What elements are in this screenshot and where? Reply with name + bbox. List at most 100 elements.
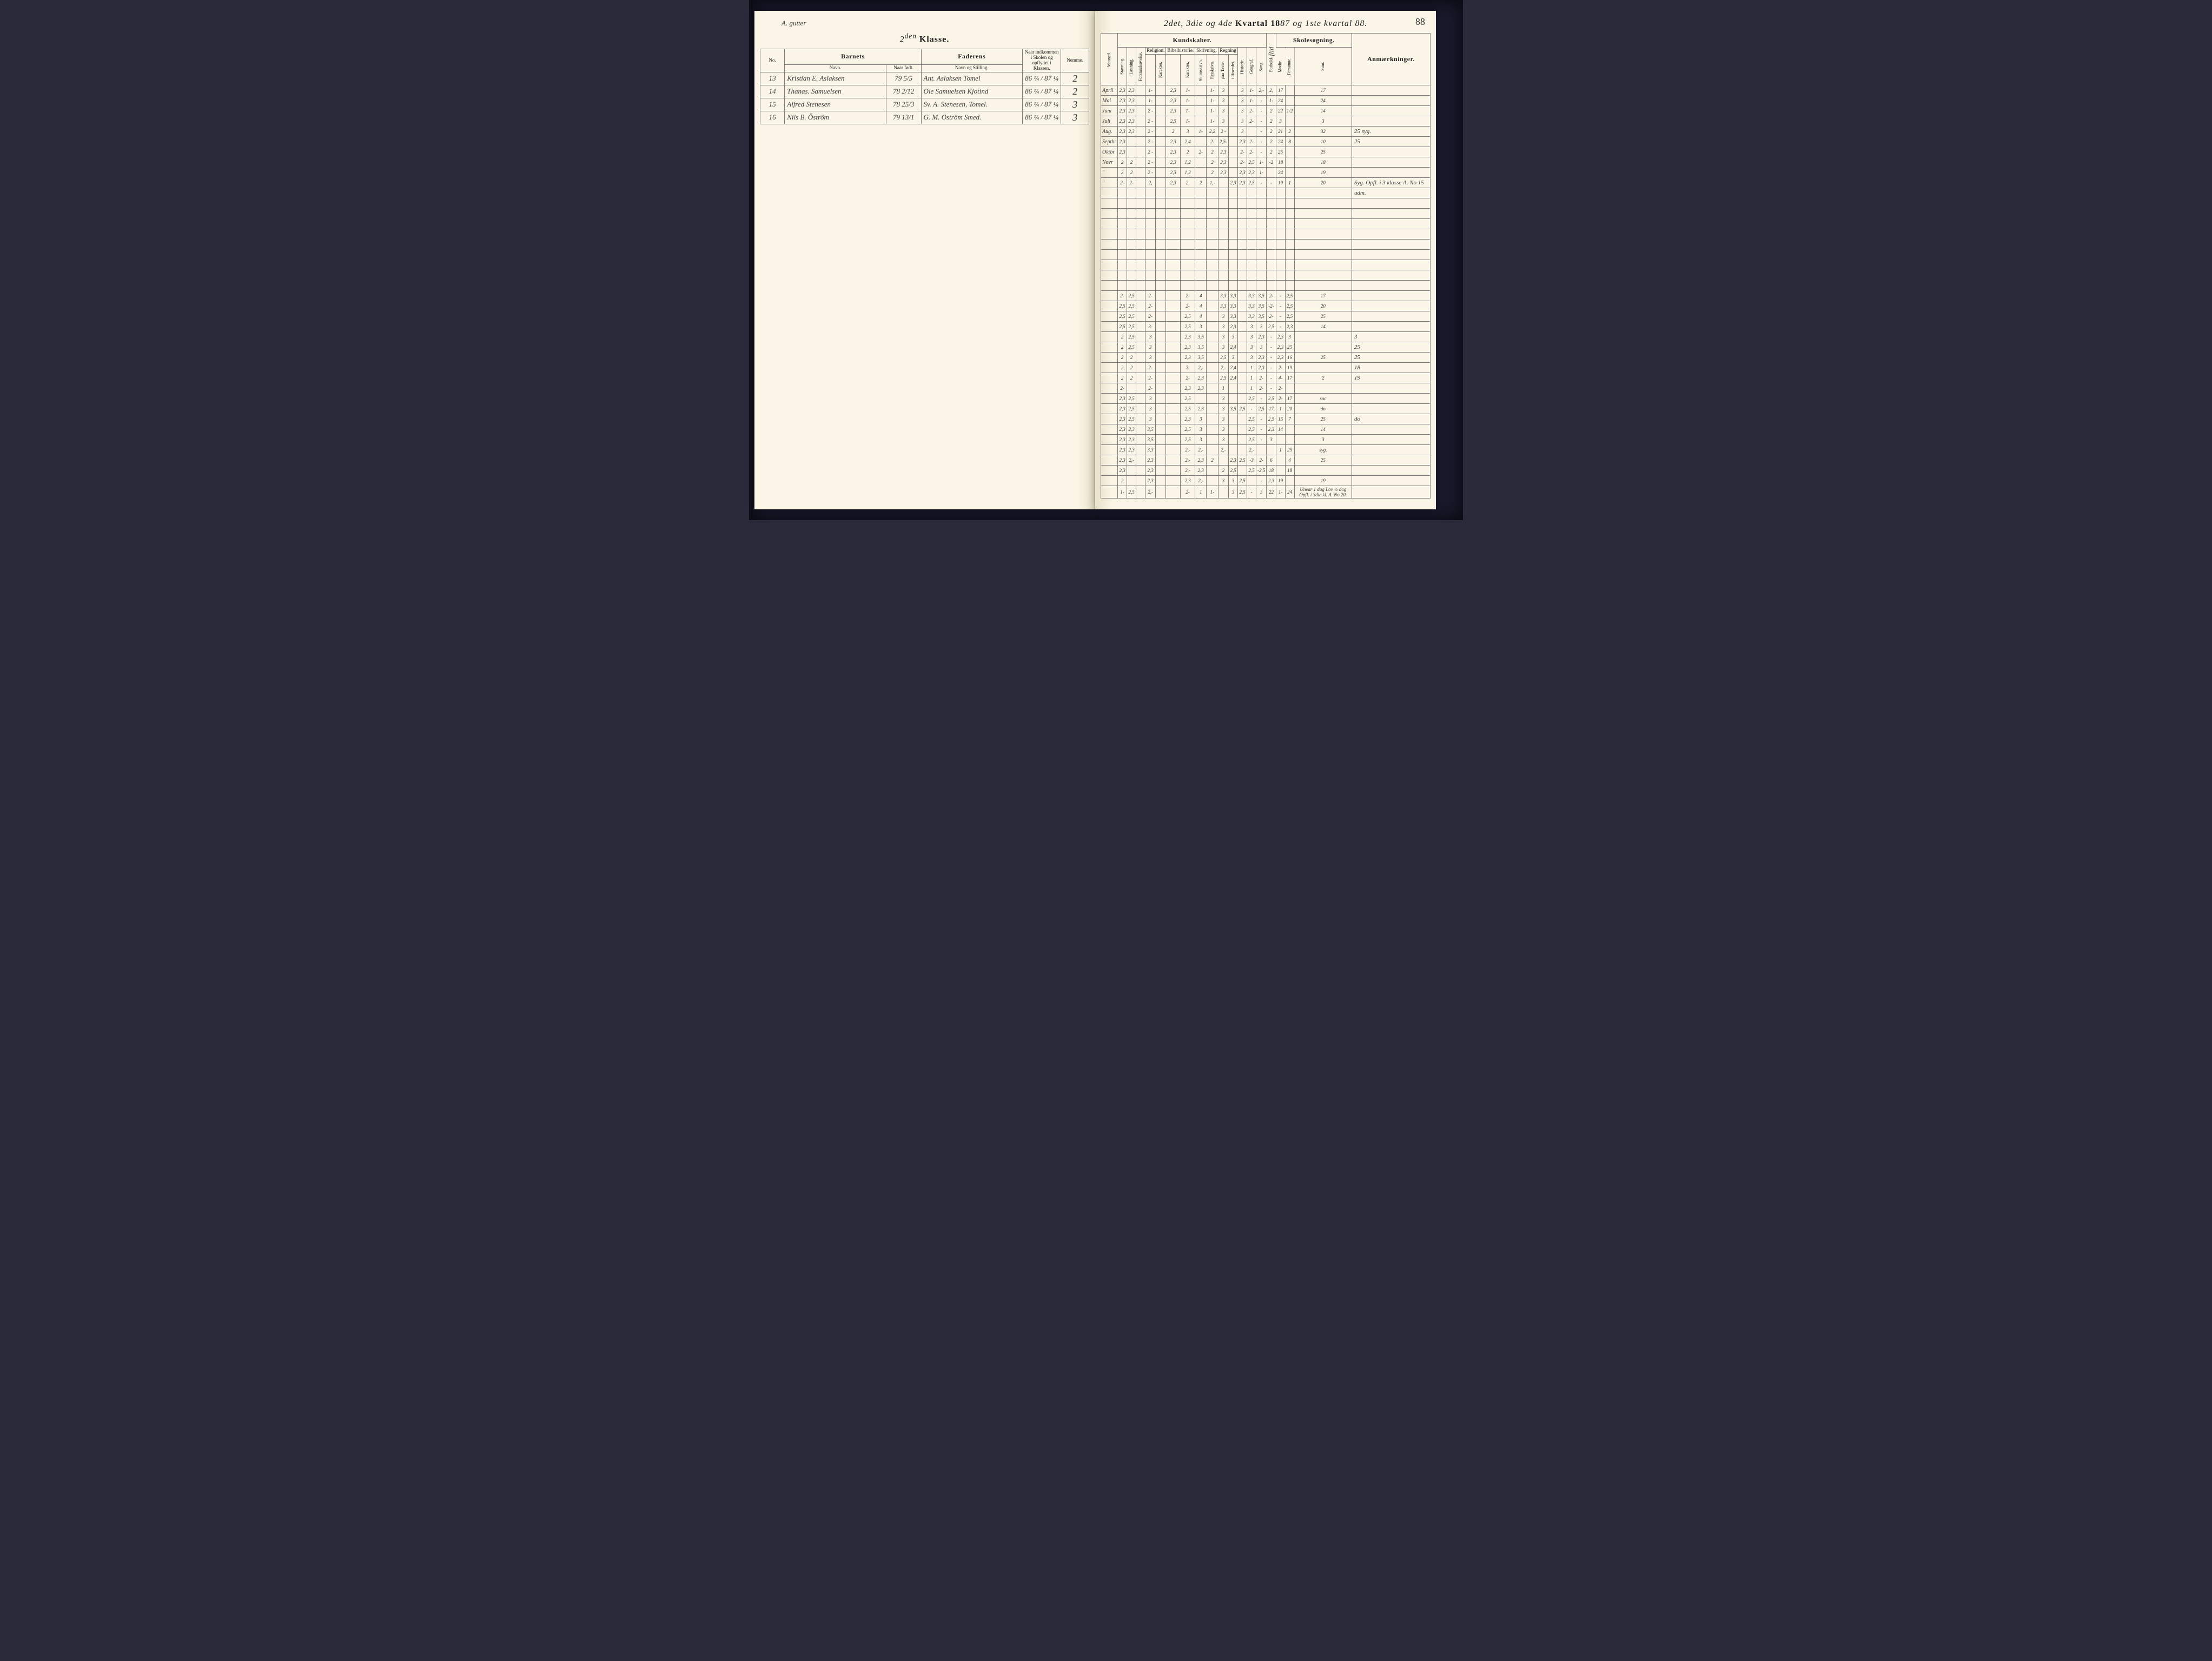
col-skjon: Skjønskrivn. — [1195, 55, 1207, 85]
grade-cell — [1207, 291, 1218, 301]
grade-cell: 2,3 — [1195, 466, 1207, 476]
remark-cell: 18 — [1352, 363, 1430, 373]
col-no: No. — [760, 49, 785, 72]
grade-cell: 2,3 — [1166, 96, 1181, 106]
grade-cell: 24 — [1276, 137, 1285, 147]
grade-cell — [1118, 281, 1127, 291]
grade-cell — [1267, 270, 1276, 281]
grade-cell: -2,5 — [1256, 466, 1267, 476]
grade-cell: 2,5 — [1127, 486, 1136, 499]
grade-cell: 2,3 — [1238, 168, 1247, 178]
month-cell: " — [1101, 168, 1118, 178]
grade-cell: 2,5 — [1238, 455, 1247, 466]
grade-cell: 2,5 — [1247, 157, 1256, 168]
grade-cell — [1267, 209, 1276, 219]
grade-cell: - — [1267, 363, 1276, 373]
grade-row — [1101, 198, 1430, 209]
month-cell — [1101, 209, 1118, 219]
col-forsomte: Forsømte. — [1285, 48, 1294, 85]
grade-cell — [1267, 168, 1276, 178]
grade-cell — [1136, 466, 1145, 476]
grade-row: "2-2-2,2,32,21,-2,32,32,5--19120Syg. Opf… — [1101, 178, 1430, 188]
month-cell — [1101, 404, 1118, 414]
month-cell — [1101, 394, 1118, 404]
grade-cell — [1156, 301, 1166, 311]
grade-cell: 2,3 — [1166, 157, 1181, 168]
father-name: Ole Samuelsen Kjotind — [921, 85, 1023, 98]
grade-cell — [1156, 404, 1166, 414]
grade-cell — [1238, 363, 1247, 373]
grade-cell — [1145, 250, 1156, 260]
grade-cell: 3,5 — [1145, 424, 1156, 435]
grade-cell — [1136, 270, 1145, 281]
grade-cell — [1156, 250, 1166, 260]
grade-row: Juli2,32,32 -2,51-1-332--233 — [1101, 116, 1430, 127]
grade-cell: 2,- — [1127, 455, 1136, 466]
grade-cell — [1267, 260, 1276, 270]
month-cell — [1101, 198, 1118, 209]
remark-cell — [1352, 229, 1430, 240]
grade-cell: 2,5 — [1127, 311, 1136, 322]
grade-cell — [1238, 260, 1247, 270]
grade-cell — [1207, 270, 1218, 281]
grade-cell: 2,3 — [1118, 85, 1127, 96]
grade-cell — [1136, 435, 1145, 445]
grade-cell: 2,5 — [1247, 178, 1256, 188]
grade-cell — [1256, 260, 1267, 270]
grade-cell — [1166, 424, 1181, 435]
col-hovedet: i Hovedet. — [1229, 55, 1238, 85]
grade-cell — [1136, 342, 1145, 353]
grade-cell: 2,5 — [1247, 414, 1256, 424]
grade-cell: 10 — [1294, 137, 1352, 147]
grade-cell — [1229, 137, 1238, 147]
grade-cell: 17 — [1267, 404, 1276, 414]
grade-cell — [1285, 383, 1294, 394]
grade-cell: 2,3 — [1118, 435, 1127, 445]
grade-cell — [1256, 188, 1267, 198]
grade-cell: 2,3 — [1229, 178, 1238, 188]
grade-cell: 2 — [1127, 373, 1136, 383]
grade-cell — [1166, 322, 1181, 332]
grade-cell — [1238, 301, 1247, 311]
grade-cell — [1195, 394, 1207, 404]
grade-cell — [1156, 85, 1166, 96]
grade-cell — [1218, 198, 1228, 209]
col-nemme: Nemme. — [1061, 49, 1089, 72]
grade-cell — [1145, 198, 1156, 209]
student-born: 78 2/12 — [886, 85, 921, 98]
grade-cell — [1276, 270, 1285, 281]
student-name: Thanas. Samuelsen — [785, 85, 886, 98]
grade-cell — [1156, 291, 1166, 301]
grade-cell: 2,- — [1181, 466, 1195, 476]
grade-cell: 3 — [1195, 435, 1207, 445]
grade-cell — [1238, 188, 1247, 198]
grade-cell — [1156, 353, 1166, 363]
month-cell — [1101, 476, 1118, 486]
remark-cell: 25 — [1352, 353, 1430, 363]
grade-cell: 2- — [1118, 383, 1127, 394]
grade-row: 2,32,32,-2,322,52,5-2,51818 — [1101, 466, 1430, 476]
grade-cell: 2, — [1267, 85, 1276, 96]
grade-cell — [1229, 424, 1238, 435]
grade-cell — [1229, 219, 1238, 229]
page-number: 88 — [1415, 16, 1425, 28]
grade-cell: 2- — [1118, 178, 1127, 188]
grade-cell: 2,3 — [1181, 414, 1195, 424]
remark-cell — [1352, 322, 1430, 332]
grade-cell: 19 — [1276, 476, 1285, 486]
remark-cell: 19 — [1352, 373, 1430, 383]
grade-cell: 3 — [1229, 353, 1238, 363]
grade-cell: 1 — [1247, 383, 1256, 394]
grade-cell — [1276, 219, 1285, 229]
grade-cell — [1136, 404, 1145, 414]
grade-cell: 2,5 — [1127, 322, 1136, 332]
grade-cell — [1238, 270, 1247, 281]
grade-cell: 3 — [1218, 311, 1228, 322]
grade-row: Mai2,32,31-2,31-1-331--1-2424 — [1101, 96, 1430, 106]
grade-row: 2,32,532,532,5-2,52-17soc — [1101, 394, 1430, 404]
grade-cell: 18 — [1294, 157, 1352, 168]
grade-cell — [1276, 260, 1285, 270]
grade-cell: 32 — [1294, 127, 1352, 137]
grade-row: April2,32,31-2,31-1-331-2,-2,1717 — [1101, 85, 1430, 96]
grade-cell — [1207, 394, 1218, 404]
